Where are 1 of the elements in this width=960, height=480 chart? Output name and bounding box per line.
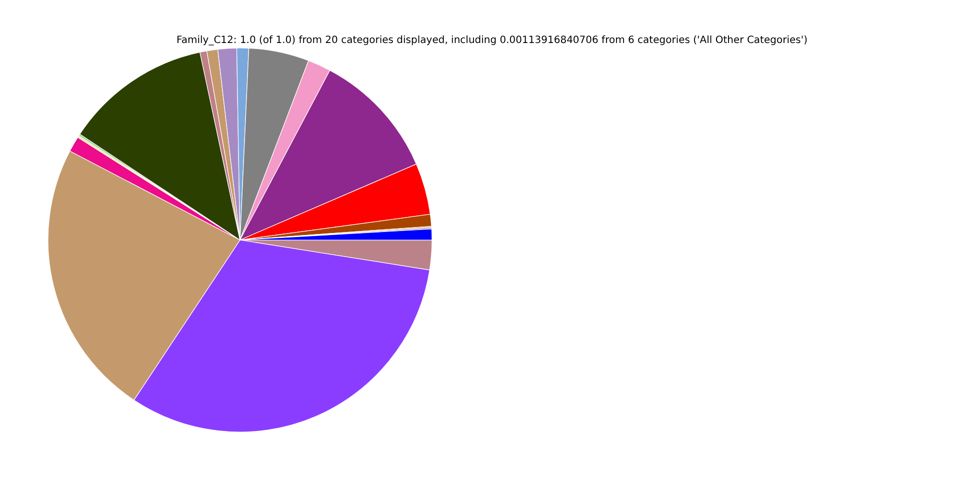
text: Family_C12: 1.0 (of 1.0) from 20 categories displayed, including 0.00113916840706 from 6 categories ('All Other Categories') — [176, 35, 808, 46]
